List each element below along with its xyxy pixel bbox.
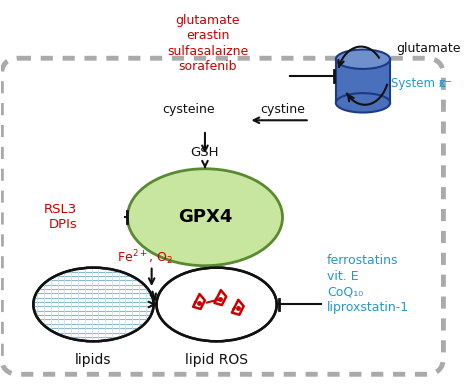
Text: vit. E: vit. E xyxy=(327,270,359,283)
Text: Fe$^{2+}$, O$_2$: Fe$^{2+}$, O$_2$ xyxy=(117,249,173,267)
Ellipse shape xyxy=(336,93,390,112)
Bar xyxy=(336,59,390,103)
Text: GSH: GSH xyxy=(191,146,219,159)
Ellipse shape xyxy=(336,50,390,69)
Text: cysteine: cysteine xyxy=(162,104,215,116)
Text: GPX4: GPX4 xyxy=(178,208,232,226)
Text: erastin: erastin xyxy=(186,29,229,42)
Text: cystine: cystine xyxy=(260,104,305,116)
Text: lipid ROS: lipid ROS xyxy=(185,353,248,367)
Ellipse shape xyxy=(156,268,277,341)
Text: CoQ₁₀: CoQ₁₀ xyxy=(327,285,363,298)
Text: DPIs: DPIs xyxy=(48,218,77,231)
Text: sorafenib: sorafenib xyxy=(179,60,237,73)
Text: ferrostatins: ferrostatins xyxy=(327,254,399,267)
Text: sulfasalaizne: sulfasalaizne xyxy=(167,45,248,58)
Text: RSL3: RSL3 xyxy=(44,203,77,216)
Ellipse shape xyxy=(33,268,154,341)
Text: −: − xyxy=(445,77,453,87)
Text: lipids: lipids xyxy=(75,353,112,367)
Text: liproxstatin-1: liproxstatin-1 xyxy=(327,301,409,314)
Text: System x: System x xyxy=(391,77,446,90)
Text: glutamate: glutamate xyxy=(396,42,460,55)
Ellipse shape xyxy=(128,169,283,266)
Text: glutamate: glutamate xyxy=(176,13,240,27)
Text: c: c xyxy=(438,77,445,90)
FancyBboxPatch shape xyxy=(1,58,444,374)
